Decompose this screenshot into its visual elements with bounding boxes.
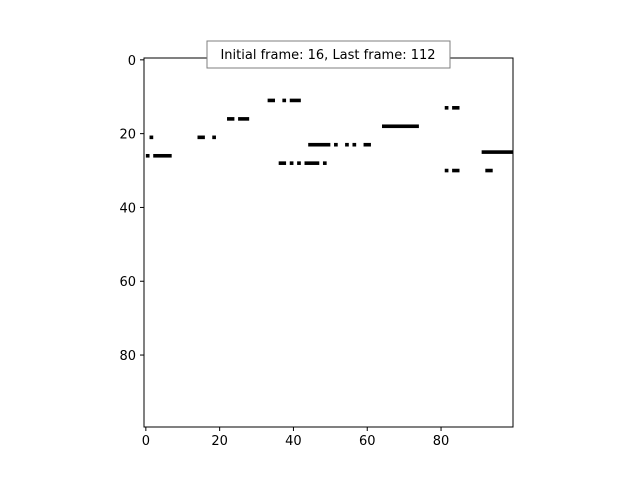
annotation-text: Initial frame: 16, Last frame: 112: [220, 48, 435, 63]
data-segment: [227, 117, 235, 121]
data-segment: [452, 168, 460, 173]
data-segment: [238, 117, 250, 121]
y-tick-label: 0: [128, 54, 136, 69]
data-segment: [322, 161, 327, 165]
data-segment: [149, 135, 154, 140]
x-tick-label: 0: [142, 434, 150, 449]
data-segment: [382, 124, 419, 129]
data-segment: [212, 135, 216, 140]
data-segment: [153, 153, 172, 158]
data-segment: [345, 142, 349, 147]
data-segment: [308, 142, 331, 147]
data-segment: [197, 135, 205, 140]
data-segment: [267, 98, 275, 103]
data-segment: [304, 161, 320, 165]
data-segment: [297, 161, 301, 165]
data-segment: [363, 142, 371, 147]
data-segment: [282, 98, 287, 103]
data-segment: [481, 150, 513, 154]
data-segment: [289, 98, 301, 103]
data-segment: [145, 153, 150, 158]
y-tick-label: 60: [119, 275, 136, 290]
x-tick-label: 40: [285, 434, 302, 449]
data-segment: [444, 168, 449, 173]
x-tick-label: 80: [433, 434, 450, 449]
x-tick-label: 60: [359, 434, 376, 449]
data-segment: [452, 106, 460, 110]
y-tick-label: 20: [119, 128, 136, 143]
y-tick-label: 40: [119, 201, 136, 216]
y-tick-label: 80: [119, 349, 136, 364]
plot-area: [144, 58, 513, 427]
annotation-box: Initial frame: 16, Last frame: 112: [206, 40, 451, 69]
y-axis: 0 20 40 60 80: [119, 54, 144, 364]
x-axis: 0 20 40 60 80: [142, 427, 450, 449]
data-segment: [352, 142, 357, 147]
data-segment: [278, 161, 287, 165]
data-segment: [334, 142, 338, 147]
data-segment: [289, 161, 294, 165]
annotation-frame: [206, 40, 451, 69]
data-segment: [444, 106, 449, 110]
data-marks: [145, 98, 513, 173]
data-segment: [485, 168, 493, 173]
x-tick-label: 20: [211, 434, 228, 449]
